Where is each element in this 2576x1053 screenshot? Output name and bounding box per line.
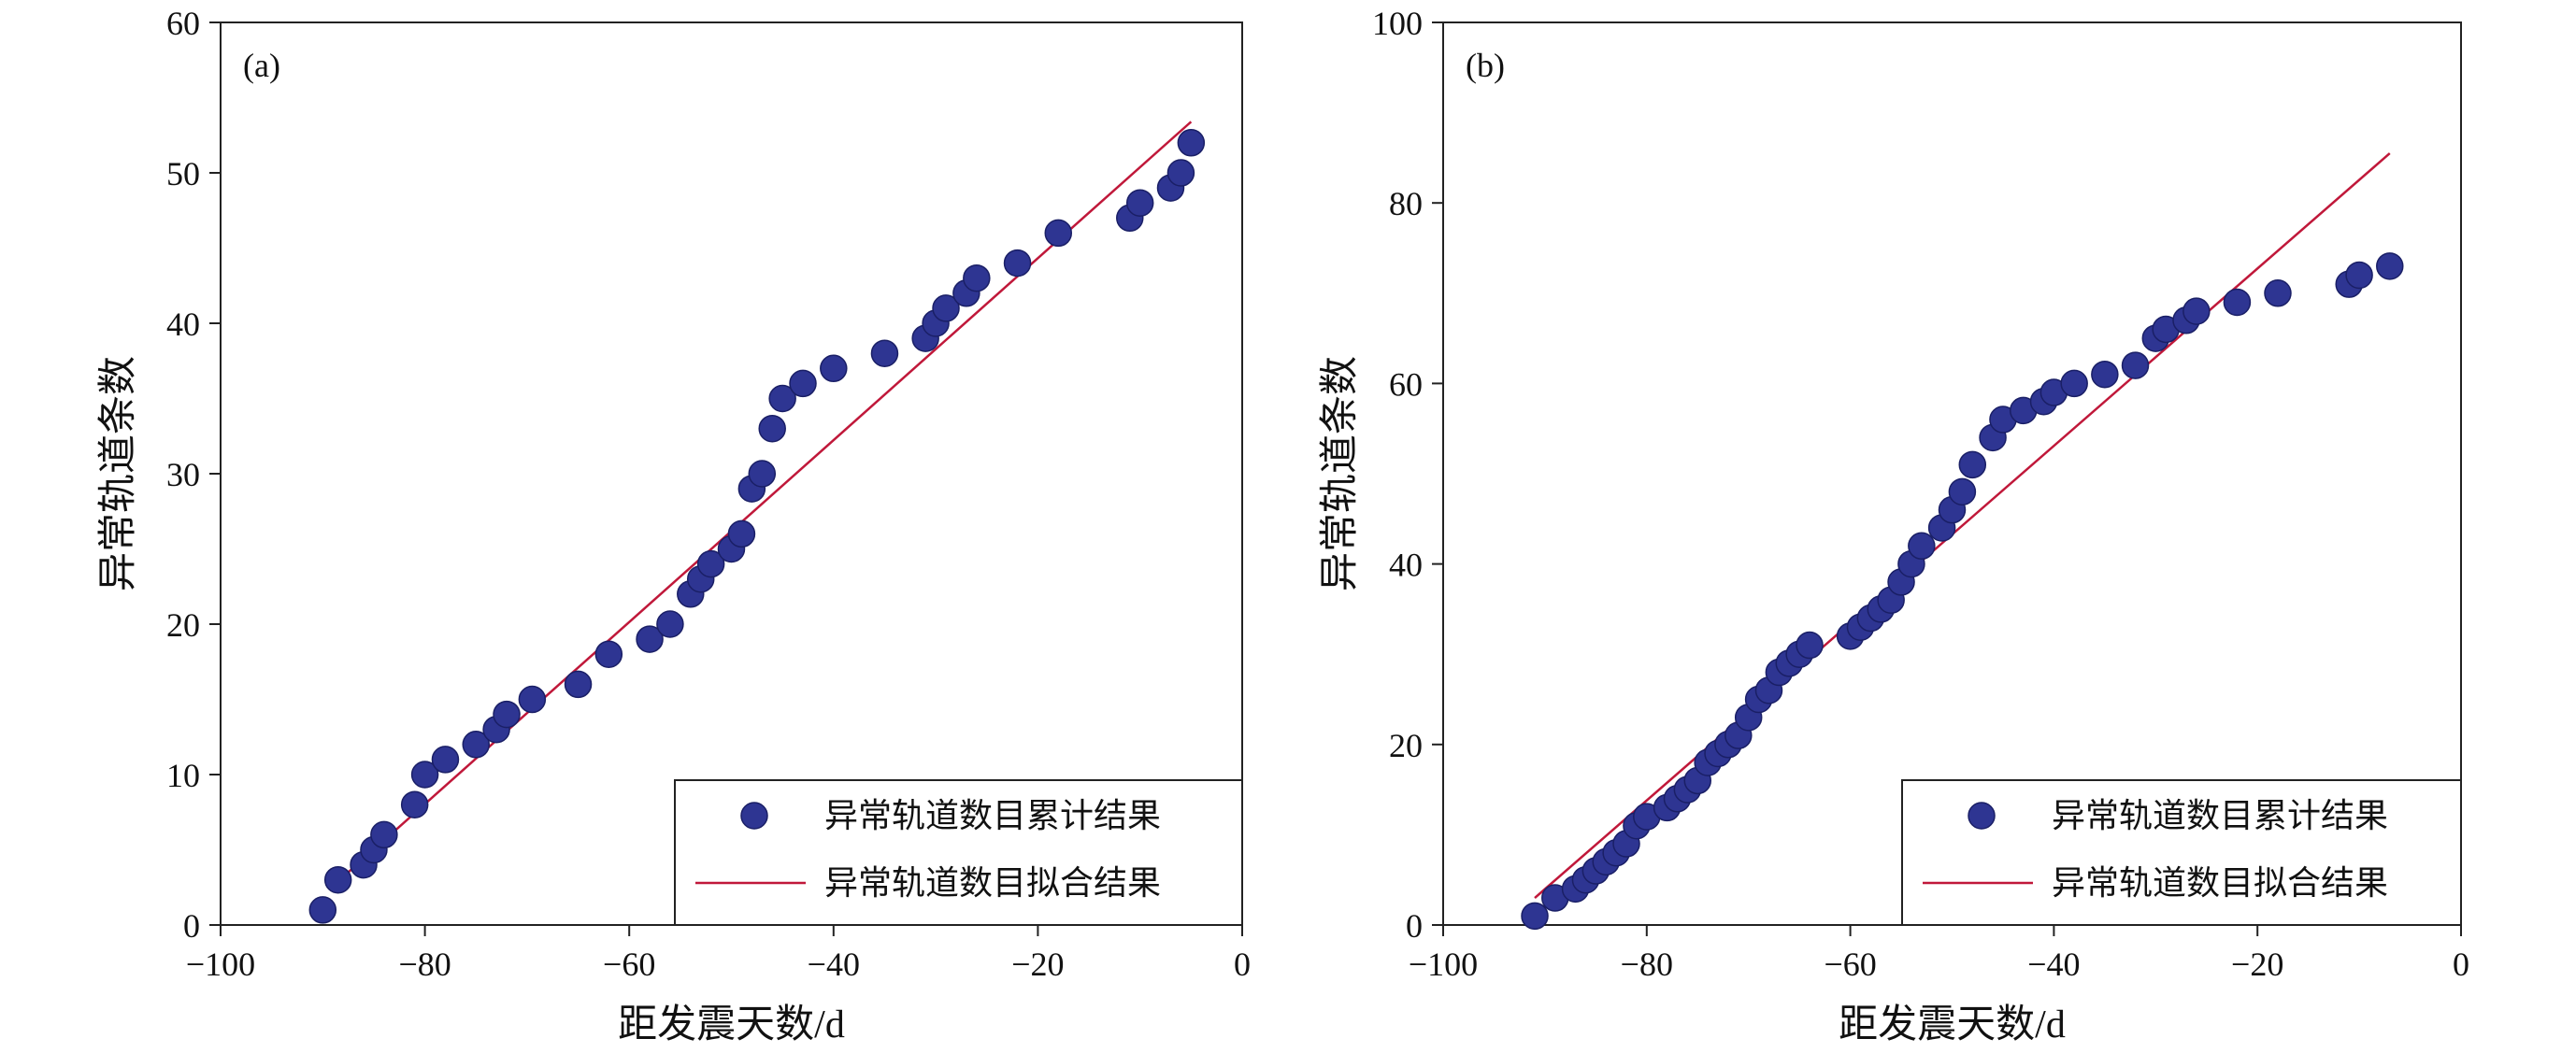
- legend-box: [1901, 779, 2462, 926]
- chart-panel-a: −100 −80 −60 −40 −20 0 0 10 20 30 40 50 60 距发震天数/d 异常轨…: [97, 5, 1251, 1046]
- y-tick-label: 30: [166, 456, 200, 493]
- fit-line: [332, 121, 1193, 888]
- y-tick-label: 80: [1389, 185, 1423, 222]
- data-point: [2060, 369, 2088, 398]
- x-tick-label: −20: [2231, 946, 2283, 983]
- data-point: [1521, 902, 1549, 931]
- data-point: [1044, 219, 1073, 248]
- x-tick-label: −80: [1621, 946, 1673, 983]
- x-axis-label: 距发震天数/d: [1839, 1003, 2066, 1046]
- data-point: [789, 369, 817, 398]
- x-tick-label: −80: [398, 946, 451, 983]
- data-point: [2223, 288, 2252, 317]
- legend-label-line: 异常轨道数目拟合结果: [824, 864, 1161, 902]
- y-tick-label: 10: [166, 757, 200, 794]
- data-point: [370, 820, 398, 849]
- data-point: [462, 731, 490, 759]
- y-axis-label: 异常轨道条数: [97, 356, 140, 591]
- data-point: [2345, 261, 2373, 290]
- data-point: [1908, 532, 1936, 561]
- data-point: [696, 549, 725, 578]
- x-tick-label: −40: [2027, 946, 2080, 983]
- x-tick-label: −60: [1824, 946, 1876, 983]
- data-point: [1166, 159, 1195, 187]
- legend-label-line: 异常轨道数目拟合结果: [2052, 864, 2388, 902]
- x-tick-label: −100: [1409, 946, 1478, 983]
- data-point: [518, 685, 547, 714]
- data-point: [963, 263, 991, 292]
- y-tick-label: 40: [1389, 547, 1423, 584]
- legend-box: [674, 779, 1243, 926]
- data-point: [1177, 129, 1206, 157]
- legend-label-scatter: 异常轨道数目累计结果: [2052, 797, 2388, 834]
- x-tick-label: −100: [186, 946, 255, 983]
- data-point: [1958, 450, 1987, 479]
- y-axis-label: 异常轨道条数: [1319, 356, 1362, 591]
- legend-marker-scatter: [740, 802, 768, 830]
- y-tick-label: 0: [1406, 907, 1423, 945]
- data-point: [656, 610, 684, 638]
- x-tick-label: −20: [1011, 946, 1064, 983]
- data-point: [2121, 351, 2150, 379]
- y-tick-label: 60: [166, 5, 200, 42]
- x-tick-label: −40: [808, 946, 860, 983]
- data-point: [594, 640, 623, 668]
- data-point: [820, 354, 848, 383]
- data-point: [2264, 279, 2292, 307]
- y-tick-label: 60: [1389, 365, 1423, 403]
- data-point: [410, 761, 439, 789]
- data-point: [727, 519, 756, 548]
- chart-panel-b: −100 −80 −60 −40 −20 0 0 20 40 60 80 100 距发震天数/d 异常轨道…: [1319, 5, 2469, 1046]
- data-point: [932, 294, 960, 322]
- data-point: [1796, 631, 1824, 660]
- data-point: [308, 896, 337, 924]
- data-point: [323, 865, 352, 894]
- data-point: [636, 625, 664, 653]
- data-point: [400, 790, 429, 818]
- x-axis-label: 距发震天数/d: [618, 1003, 845, 1046]
- y-tick-label: 50: [166, 155, 200, 192]
- data-point: [1125, 189, 1154, 217]
- data-point: [748, 460, 777, 488]
- x-tick-label: 0: [2453, 946, 2469, 983]
- fit-line: [1534, 152, 2391, 899]
- x-tick-label: 0: [1234, 946, 1251, 983]
- panel-label: (b): [1466, 47, 1505, 84]
- y-tick-label: 0: [183, 907, 200, 945]
- data-point: [493, 700, 521, 729]
- data-point: [768, 384, 796, 413]
- data-point: [564, 670, 593, 699]
- data-point: [2091, 360, 2119, 389]
- data-point: [758, 414, 786, 443]
- data-point: [870, 339, 899, 367]
- x-tick-label: −60: [603, 946, 655, 983]
- data-point: [1948, 477, 1977, 506]
- y-tick-label: 100: [1372, 5, 1423, 42]
- panel-label: (a): [243, 47, 280, 84]
- legend-label-scatter: 异常轨道数目累计结果: [824, 797, 1161, 834]
- data-point: [1003, 249, 1032, 277]
- legend-marker-scatter: [1968, 802, 1996, 830]
- y-tick-label: 40: [166, 306, 200, 343]
- data-point: [2182, 297, 2211, 325]
- data-point: [431, 746, 460, 774]
- data-point: [2376, 252, 2404, 280]
- y-tick-label: 20: [166, 606, 200, 644]
- y-tick-label: 20: [1389, 727, 1423, 764]
